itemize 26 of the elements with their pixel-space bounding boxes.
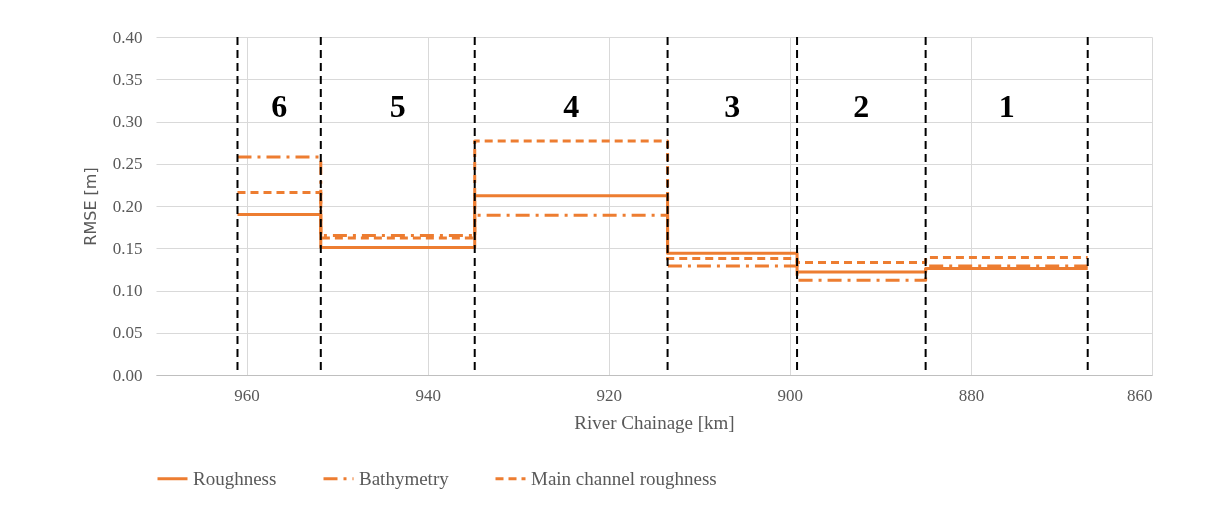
x-tick-label: 900 <box>777 385 804 405</box>
annotation: 2 <box>853 88 870 124</box>
x-tick-label: 880 <box>958 385 985 405</box>
annotation: 4 <box>563 88 580 124</box>
legend-label: Bathymetry <box>359 467 450 489</box>
x-tick-label: 920 <box>596 385 622 405</box>
y-tick-label: 0.40 <box>112 27 143 47</box>
annotation: 1 <box>998 88 1015 124</box>
x-tick-label: 940 <box>415 385 441 405</box>
y-tick-label: 0.35 <box>112 69 143 89</box>
y-tick-label: 0.30 <box>112 112 143 131</box>
y-axis-title: RMSE [m] <box>80 167 100 246</box>
y-tick-label: 0.20 <box>112 196 143 216</box>
y-tick-label: 0.25 <box>112 154 143 174</box>
y-tick-label: 0.10 <box>112 281 143 300</box>
annotation: 5 <box>389 88 406 124</box>
y-tick-label: 0.00 <box>112 365 143 385</box>
legend-label: Roughness <box>193 467 277 489</box>
y-tick-label: 0.15 <box>112 238 143 258</box>
legend-label: Main channel roughness <box>531 467 717 489</box>
annotation: 3 <box>724 88 741 124</box>
y-tick-label: 0.05 <box>112 323 143 343</box>
x-tick-label: 960 <box>234 385 260 405</box>
x-tick-label: 860 <box>1127 385 1153 405</box>
annotation: 6 <box>271 88 288 124</box>
x-axis-title: River Chainage [km] <box>574 411 735 433</box>
